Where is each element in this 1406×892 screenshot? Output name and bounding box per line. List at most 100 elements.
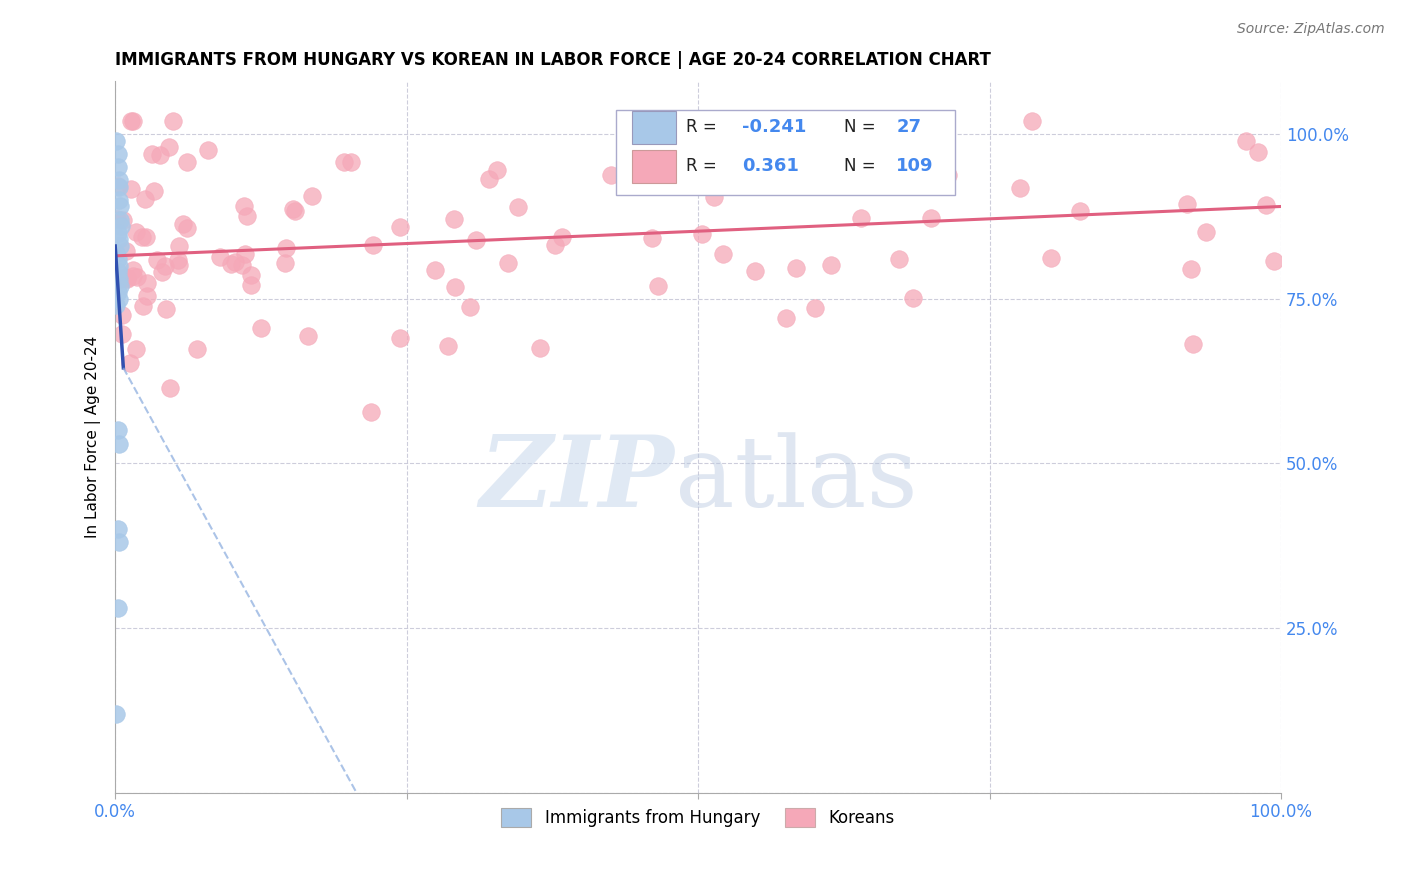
Point bbox=[114, 244, 136, 258]
Point bbox=[172, 218, 194, 232]
Point bbox=[617, 115, 640, 129]
Point bbox=[281, 202, 304, 217]
Text: -0.241: -0.241 bbox=[742, 118, 807, 136]
Point bbox=[423, 262, 446, 277]
Text: R =: R = bbox=[686, 157, 728, 175]
Point bbox=[274, 256, 297, 270]
Point bbox=[107, 285, 129, 299]
Text: N =: N = bbox=[844, 118, 880, 136]
Point bbox=[240, 268, 263, 282]
Point bbox=[107, 436, 129, 450]
Point bbox=[150, 264, 173, 278]
FancyBboxPatch shape bbox=[616, 110, 955, 195]
Point bbox=[233, 199, 256, 213]
Point bbox=[496, 256, 519, 270]
FancyBboxPatch shape bbox=[631, 112, 676, 144]
Point bbox=[274, 241, 297, 255]
Point bbox=[1008, 181, 1031, 195]
Point bbox=[108, 278, 131, 293]
Point bbox=[920, 211, 942, 226]
Point bbox=[143, 184, 166, 198]
Point bbox=[112, 213, 135, 227]
Point bbox=[851, 211, 873, 225]
Point bbox=[1021, 113, 1043, 128]
Legend: Immigrants from Hungary, Koreans: Immigrants from Hungary, Koreans bbox=[495, 802, 901, 834]
Point bbox=[1177, 197, 1199, 211]
Point bbox=[1195, 225, 1218, 239]
Point bbox=[361, 238, 384, 252]
Point bbox=[1180, 261, 1202, 276]
Point bbox=[297, 329, 319, 343]
Point bbox=[167, 238, 190, 252]
Point bbox=[107, 211, 129, 226]
Point bbox=[219, 257, 242, 271]
Point bbox=[340, 155, 363, 169]
Point bbox=[131, 230, 153, 244]
Point bbox=[135, 289, 157, 303]
Point bbox=[107, 259, 129, 273]
Point bbox=[236, 209, 259, 223]
Point bbox=[134, 192, 156, 206]
Point bbox=[108, 239, 131, 253]
Point bbox=[1246, 145, 1268, 160]
Point bbox=[120, 113, 142, 128]
Point bbox=[107, 522, 129, 536]
Point bbox=[146, 253, 169, 268]
Point bbox=[117, 272, 139, 286]
Point bbox=[141, 146, 163, 161]
Point bbox=[889, 252, 911, 267]
Point bbox=[107, 179, 129, 194]
Point bbox=[775, 311, 797, 326]
Point bbox=[388, 220, 411, 235]
Point bbox=[209, 251, 232, 265]
Point bbox=[107, 535, 129, 549]
Point bbox=[107, 173, 129, 187]
Point bbox=[107, 193, 129, 207]
Point bbox=[465, 233, 488, 247]
Y-axis label: In Labor Force | Age 20-24: In Labor Force | Age 20-24 bbox=[86, 336, 101, 538]
Point bbox=[1181, 337, 1204, 351]
Point bbox=[744, 264, 766, 278]
Point bbox=[132, 299, 155, 313]
Point bbox=[506, 200, 529, 214]
Point bbox=[108, 212, 131, 227]
Point bbox=[551, 230, 574, 244]
Point bbox=[118, 356, 141, 370]
Point bbox=[640, 113, 662, 128]
Point bbox=[105, 134, 128, 148]
Point bbox=[159, 380, 181, 394]
Point bbox=[121, 113, 143, 128]
Point bbox=[107, 424, 129, 438]
Point bbox=[485, 163, 508, 178]
Point bbox=[125, 225, 148, 239]
Point bbox=[155, 301, 177, 316]
Point bbox=[111, 326, 134, 341]
Point bbox=[107, 252, 129, 267]
Point bbox=[125, 269, 148, 284]
Point bbox=[120, 182, 142, 196]
Point bbox=[107, 178, 129, 193]
Point bbox=[711, 247, 734, 261]
Point bbox=[107, 292, 129, 306]
FancyBboxPatch shape bbox=[631, 150, 676, 183]
Point bbox=[197, 143, 219, 157]
Point bbox=[458, 301, 481, 315]
Point bbox=[110, 219, 132, 234]
Point bbox=[529, 342, 551, 356]
Point bbox=[1040, 251, 1063, 265]
Point bbox=[105, 298, 128, 312]
Point bbox=[284, 204, 307, 219]
Point bbox=[1263, 254, 1285, 268]
Point bbox=[107, 601, 129, 615]
Point bbox=[901, 291, 924, 305]
Point bbox=[233, 246, 256, 260]
Point bbox=[114, 270, 136, 285]
Point bbox=[135, 230, 157, 244]
Point bbox=[478, 172, 501, 186]
Point bbox=[110, 308, 132, 322]
Text: ZIP: ZIP bbox=[479, 432, 675, 528]
Point bbox=[224, 255, 246, 269]
Point bbox=[901, 143, 924, 157]
Point bbox=[703, 190, 725, 204]
Point bbox=[388, 331, 411, 345]
